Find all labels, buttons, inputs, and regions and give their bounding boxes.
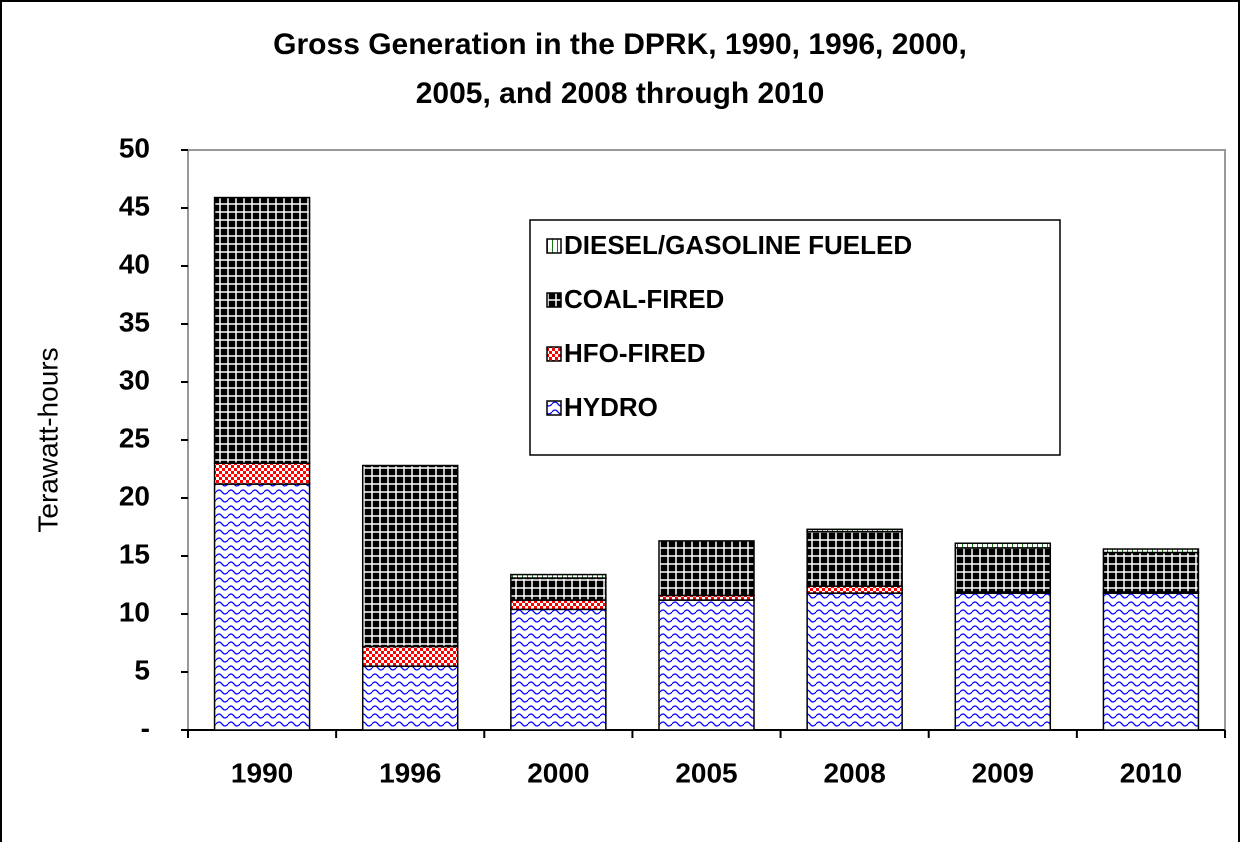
legend-label: HFO-FIRED	[564, 338, 706, 368]
chart-title: Gross Generation in the DPRK, 1990, 1996…	[273, 28, 967, 61]
bar-segment	[806, 585, 903, 594]
y-tick-label: 25	[119, 422, 150, 453]
y-tick-label: -	[141, 712, 150, 743]
bar-segment	[806, 528, 903, 533]
x-tick-label: 1996	[379, 757, 441, 788]
legend-swatch	[546, 346, 562, 362]
bar-segment	[806, 592, 903, 731]
bar-segment	[361, 645, 459, 667]
chart-title: 2005, and 2008 through 2010	[416, 77, 825, 110]
y-axis-label: Terawatt-hours	[32, 347, 63, 532]
bar-segment	[954, 592, 1052, 731]
y-tick-label: 45	[119, 190, 150, 221]
bar-segment	[213, 483, 311, 731]
bar-segment	[806, 530, 903, 587]
bar-segment	[510, 599, 607, 611]
legend-swatch	[546, 292, 562, 308]
bar-segment	[954, 542, 1052, 549]
bar-segment	[1102, 548, 1200, 554]
bar-segment	[510, 573, 607, 579]
bar-segment	[510, 608, 607, 731]
x-tick-label: 2000	[527, 757, 589, 788]
bar-segment	[1102, 592, 1200, 731]
y-tick-label: 5	[134, 654, 150, 685]
x-tick-label: 2009	[972, 757, 1034, 788]
legend-label: HYDRO	[564, 392, 658, 422]
bar-segment	[361, 464, 459, 648]
y-tick-label: 20	[119, 480, 150, 511]
y-tick-label: 40	[119, 248, 150, 279]
bar-segment	[213, 196, 311, 464]
bar-segment	[510, 577, 607, 601]
y-tick-label: 30	[119, 364, 150, 395]
bar-segment	[213, 462, 311, 485]
legend-swatch	[546, 238, 562, 254]
x-tick-label: 2005	[675, 757, 737, 788]
legend-swatch	[546, 400, 562, 416]
bar-segment	[1102, 551, 1200, 593]
y-tick-label: 50	[119, 132, 150, 163]
bar-segment	[658, 540, 755, 597]
x-tick-label: 1990	[231, 757, 293, 788]
y-tick-label: 35	[119, 306, 150, 337]
x-tick-label: 2010	[1120, 757, 1182, 788]
bar-segment	[954, 547, 1052, 593]
legend-label: COAL-FIRED	[564, 284, 724, 314]
bar-segment	[658, 599, 755, 731]
x-tick-label: 2008	[823, 757, 885, 788]
legend-label: DIESEL/GASOLINE FUELED	[564, 230, 912, 260]
bar-segment	[361, 665, 459, 731]
legend-box	[529, 219, 1061, 456]
y-tick-label: 10	[119, 596, 150, 627]
y-tick-label: 15	[119, 538, 150, 569]
